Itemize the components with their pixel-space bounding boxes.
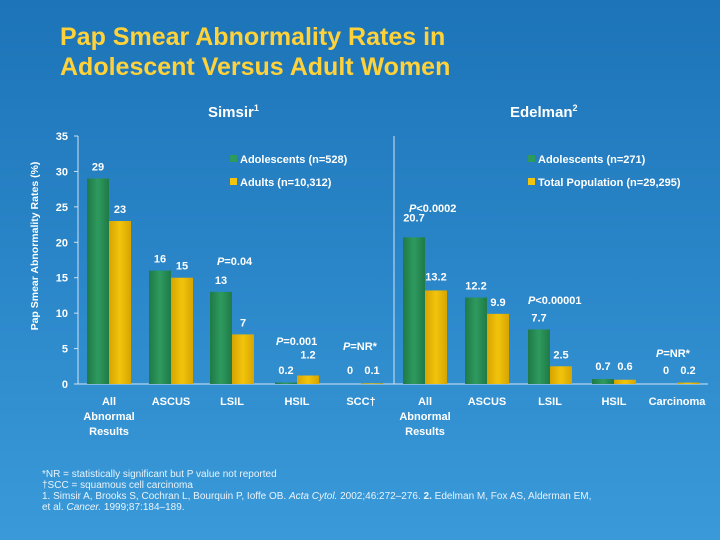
category-label: ASCUS (468, 396, 507, 408)
bar (614, 379, 636, 384)
y-tick-label: 15 (56, 273, 68, 285)
data-label: 23 (114, 204, 126, 216)
category-label: ASCUS (152, 396, 191, 408)
legend-label: Total Population (n=29,295) (538, 177, 681, 189)
title-line-1: Pap Smear Abnormality Rates in (60, 23, 446, 51)
y-tick-label: 0 (62, 379, 68, 391)
data-label: 9.9 (490, 297, 505, 309)
data-label: 7.7 (531, 312, 546, 324)
reference-line-2: et al. Cancer. 1999;87:184–189. (42, 502, 185, 513)
panel-title-edelman: Edelman2 (510, 103, 578, 121)
category-label: Abnormal (399, 411, 450, 423)
category-label: All (418, 396, 432, 408)
category-label: SCC† (346, 396, 375, 408)
bar (487, 313, 509, 384)
bar (592, 379, 614, 384)
category-label: LSIL (538, 396, 562, 408)
bar (232, 334, 254, 384)
bar (297, 375, 319, 384)
category-label: HSIL (284, 396, 309, 408)
bar (550, 366, 572, 384)
y-tick-label: 5 (62, 344, 68, 356)
p-value-annotation: P=0.001 (276, 336, 317, 348)
p-value-annotation: P=NR* (343, 341, 378, 353)
data-label: 0.6 (617, 361, 632, 373)
y-tick-label: 25 (56, 202, 68, 214)
footnotes: *NR = statistically significant but P va… (42, 469, 710, 513)
bar (528, 329, 550, 384)
legend-swatch (528, 155, 535, 162)
p-value-annotation: P=NR* (656, 348, 691, 360)
bar (275, 382, 297, 384)
category-label: LSIL (220, 396, 244, 408)
category-label: Results (89, 426, 129, 438)
data-label: 2.5 (553, 349, 568, 361)
bar (87, 178, 109, 384)
y-tick-label: 20 (56, 237, 68, 249)
data-label: 0.2 (680, 365, 695, 377)
data-label: 15 (176, 261, 188, 273)
y-tick-label: 10 (56, 308, 68, 320)
category-label: HSIL (601, 396, 626, 408)
data-label: 13.2 (425, 271, 446, 283)
p-value-annotation: P<0.00001 (528, 295, 582, 307)
data-label: 12.2 (465, 281, 486, 293)
footnote-scc: †SCC = squamous cell carcinoma (42, 480, 193, 491)
bar (403, 237, 425, 384)
data-label: 13 (215, 275, 227, 287)
data-label: 0 (347, 365, 353, 377)
category-label: All (102, 396, 116, 408)
category-label: Carcinoma (649, 396, 707, 408)
slide-title: Pap Smear Abnormality Rates in Adolescen… (60, 22, 700, 82)
panel-title-simsir: Simsir1 (208, 103, 259, 121)
p-value-annotation: P=0.04 (217, 256, 253, 268)
data-label: 0 (663, 365, 669, 377)
data-label: 7 (240, 317, 246, 329)
p-value-annotation: P<0.0002 (409, 203, 456, 215)
bar (425, 290, 447, 384)
data-label: 16 (154, 254, 166, 266)
reference-line-1: 1. Simsir A, Brooks S, Cochran L, Bourqu… (42, 491, 592, 502)
title-line-2: Adolescent Versus Adult Women (60, 53, 451, 81)
bar (361, 383, 383, 384)
bar (210, 291, 232, 384)
legend-swatch (230, 155, 237, 162)
y-tick-label: 30 (56, 166, 68, 178)
bar (149, 270, 171, 384)
data-label: 0.1 (364, 365, 379, 377)
legend-swatch (230, 178, 237, 185)
footnote-nr: *NR = statistically significant but P va… (42, 469, 277, 480)
category-label: Abnormal (83, 411, 134, 423)
legend-swatch (528, 178, 535, 185)
bar (677, 382, 699, 384)
data-label: 1.2 (300, 349, 315, 361)
bar (171, 277, 193, 384)
bar (109, 221, 131, 384)
data-label: 29 (92, 162, 104, 174)
data-label: 20.7 (403, 212, 424, 224)
category-label: Results (405, 426, 445, 438)
y-tick-label: 35 (56, 131, 68, 143)
bar (465, 297, 487, 384)
legend-label: Adolescents (n=528) (240, 154, 348, 166)
legend-label: Adolescents (n=271) (538, 154, 646, 166)
data-label: 0.7 (595, 361, 610, 373)
legend-label: Adults (n=10,312) (240, 177, 332, 189)
data-label: 0.2 (278, 365, 293, 377)
